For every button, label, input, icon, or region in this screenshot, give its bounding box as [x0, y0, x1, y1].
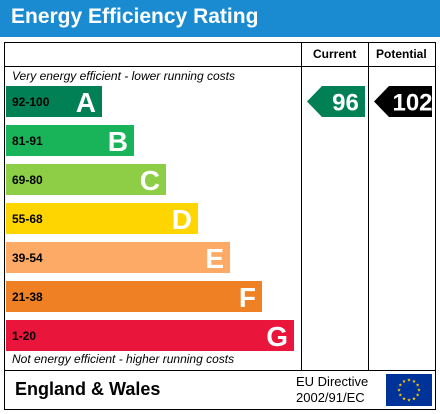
band-b-range: 81-91 [12, 134, 43, 148]
band-f-letter: F [239, 282, 256, 313]
eu-star-icon [417, 388, 421, 392]
eu-star-icon [398, 383, 403, 387]
arrows-layer: 96 102 [307, 86, 433, 117]
eu-star-icon [412, 379, 416, 383]
potential-rating-arrow [374, 86, 432, 117]
footer-region: England & Wales [15, 379, 161, 399]
bands-layer: 92-100 A 81-91 B 69-80 C 55-68 D 39-54 E 21-38 F 1-2… [6, 86, 294, 352]
eu-star-icon [415, 393, 420, 397]
band-f-bar [6, 281, 262, 312]
eu-star-icon [412, 396, 416, 401]
eu-star-icon [398, 393, 403, 397]
band-b-bar [6, 125, 134, 156]
eu-flag-icon [386, 374, 432, 406]
band-d-letter: D [172, 204, 192, 235]
band-c-letter: C [140, 165, 160, 196]
band-g-bar [6, 320, 294, 351]
eu-star-icon [407, 378, 411, 382]
band-f-range: 21-38 [12, 290, 43, 304]
potential-column-header: Potential [376, 47, 427, 61]
current-rating-value: 96 [332, 90, 359, 117]
band-c-range: 69-80 [12, 173, 43, 187]
band-d-bar [6, 203, 198, 234]
bottom-note: Not energy efficient - higher running co… [12, 352, 235, 366]
band-a-range: 92-100 [12, 95, 50, 109]
eu-star-icon [402, 396, 406, 401]
directive-line-1: EU Directive [296, 374, 369, 389]
band-a-letter: A [76, 87, 96, 118]
outer-frame [4, 42, 436, 410]
eu-star-icon [402, 379, 406, 383]
title-bar: Energy Efficiency Rating [0, 0, 440, 37]
eu-star-icon [397, 388, 401, 392]
band-b-letter: B [108, 126, 128, 157]
band-e-range: 39-54 [12, 251, 43, 265]
current-rating-arrow [307, 86, 365, 117]
eu-star-icon [407, 398, 411, 402]
potential-rating-value: 102 [392, 90, 432, 117]
band-e-bar [6, 242, 230, 273]
directive-line-2: 2002/91/EC [296, 390, 365, 405]
footer-directive: EU Directive 2002/91/EC [296, 374, 368, 406]
band-g-range: 1-20 [12, 329, 36, 343]
band-e-letter: E [205, 243, 224, 274]
current-column-header: Current [313, 47, 357, 61]
top-note: Very energy efficient - lower running co… [12, 69, 235, 83]
band-c-bar [6, 164, 166, 195]
eu-star-icon [415, 383, 420, 387]
band-d-range: 55-68 [12, 212, 43, 226]
chart-title: Energy Efficiency Rating [11, 5, 259, 28]
band-a-bar [6, 86, 102, 117]
band-g-letter: G [266, 321, 288, 352]
